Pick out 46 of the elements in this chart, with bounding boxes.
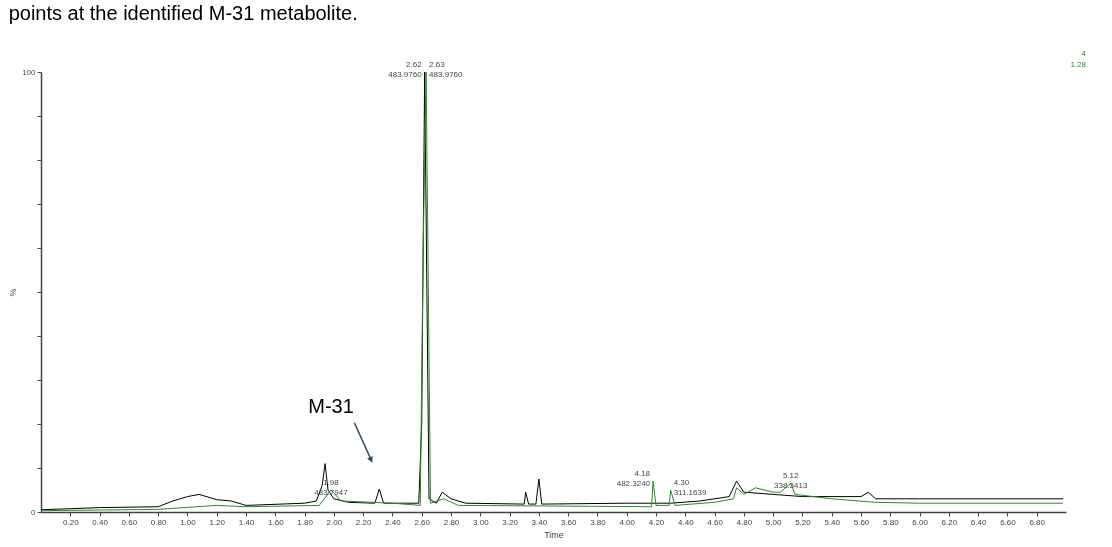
chart-title: points at the identified M-31 metabolite. bbox=[8, 2, 358, 24]
y-tick-label: 100 bbox=[22, 67, 37, 77]
x-tick-label: 0.60 bbox=[121, 517, 138, 527]
x-tick-label: 5.80 bbox=[883, 517, 900, 527]
x-tick-label: 6.60 bbox=[1000, 517, 1017, 527]
annotation: M-31 bbox=[308, 395, 354, 418]
x-tick-label: 2.20 bbox=[355, 517, 372, 527]
x-tick-label: 2.80 bbox=[443, 517, 460, 527]
annotation: 2.63 483.9760 bbox=[429, 60, 464, 79]
x-tick-label: 3.20 bbox=[502, 517, 519, 527]
x-tick-label: 3.60 bbox=[560, 517, 577, 527]
x-tick-label: 3.40 bbox=[531, 517, 548, 527]
annotation: 4.30 311.1639 bbox=[673, 478, 707, 497]
x-tick-label: 6.20 bbox=[941, 517, 958, 527]
x-tick-label: 1.20 bbox=[209, 517, 226, 527]
x-tick-label: 1.60 bbox=[268, 517, 285, 527]
text: 4 bbox=[1081, 49, 1087, 58]
annotation: 2.62 483.9760 bbox=[388, 60, 423, 79]
x-tick-label: 5.00 bbox=[765, 517, 782, 527]
x-tick-label: 4.20 bbox=[648, 517, 665, 527]
x-tick-label: 0.20 bbox=[63, 517, 80, 527]
text: 1.28 bbox=[1070, 60, 1087, 69]
y-axis-title: % bbox=[8, 288, 19, 297]
x-tick-label: 1.00 bbox=[180, 517, 197, 527]
x-axis-title: Time bbox=[544, 529, 564, 540]
x-tick-label: 4.00 bbox=[619, 517, 636, 527]
x-tick-label: 2.60 bbox=[414, 517, 431, 527]
x-tick-label: 2.00 bbox=[326, 517, 343, 527]
y-tick-label: 0 bbox=[31, 507, 37, 517]
x-tick-label: 5.60 bbox=[853, 517, 870, 527]
x-tick-label: 0.40 bbox=[92, 517, 109, 527]
x-tick-label: 5.20 bbox=[795, 517, 812, 527]
x-tick-label: 2.40 bbox=[385, 517, 402, 527]
x-tick-label: 3.80 bbox=[590, 517, 607, 527]
x-tick-label: 5.40 bbox=[824, 517, 841, 527]
x-tick-label: 4.60 bbox=[707, 517, 724, 527]
x-tick-label: 6.80 bbox=[1029, 517, 1046, 527]
x-tick-label: 1.40 bbox=[238, 517, 255, 527]
x-tick-label: 4.40 bbox=[678, 517, 695, 527]
annotation: 4.18 482.3240 bbox=[616, 469, 651, 489]
x-tick-label: 1.80 bbox=[297, 517, 314, 527]
x-tick-label: 4.80 bbox=[736, 517, 753, 527]
x-tick-label: 0.80 bbox=[150, 517, 167, 527]
x-tick-label: 6.40 bbox=[970, 517, 987, 527]
x-tick-label: 6.00 bbox=[912, 517, 929, 527]
x-tick-label: 3.00 bbox=[473, 517, 490, 527]
